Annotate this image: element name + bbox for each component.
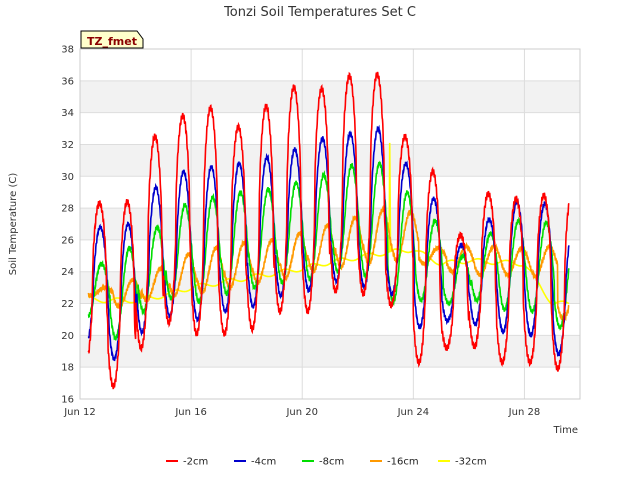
- y-tick-label: 36: [61, 76, 74, 87]
- legend-label: -2cm: [183, 457, 208, 468]
- x-tick-labels: Jun 12 Jun 16 Jun 20 Jun 24 Jun 28: [63, 407, 540, 418]
- plot-band: [80, 49, 580, 81]
- legend-label: -4cm: [251, 457, 276, 468]
- x-tick-label: Jun 16: [174, 407, 207, 418]
- y-tick-label: 32: [61, 140, 74, 151]
- y-tick-label: 18: [61, 363, 74, 374]
- legend: -2cm -4cm -8cm -16cm -32cm: [166, 457, 487, 468]
- station-badge: TZ_fmet: [80, 30, 144, 49]
- badge-label: TZ_fmet: [87, 35, 137, 48]
- y-tick-label: 34: [61, 108, 74, 119]
- legend-label: -8cm: [319, 457, 344, 468]
- y-tick-label: 30: [61, 172, 74, 183]
- legend-label: -16cm: [387, 457, 419, 468]
- y-tick-label: 20: [61, 331, 74, 342]
- y-axis-title: Soil Temperature (C): [8, 173, 19, 276]
- x-axis-title: Time: [553, 425, 578, 436]
- plot-band: [80, 367, 580, 399]
- x-tick-label: Jun 28: [508, 407, 541, 418]
- y-tick-label: 28: [61, 204, 74, 215]
- plot-band: [80, 112, 580, 145]
- y-tick-labels: 16 18 20 22 24 26 28 30 32 34 36 38: [61, 45, 74, 406]
- chart-title: Tonzi Soil Temperatures Set C: [223, 5, 416, 20]
- series-lines: [87, 71, 570, 390]
- series-line-minus-2cm: [87, 71, 570, 390]
- badge-box: [80, 30, 144, 49]
- y-tick-label: 24: [61, 267, 74, 278]
- plot-frame: [79, 48, 581, 400]
- legend-label: -32cm: [455, 457, 487, 468]
- y-tick-label: 26: [61, 235, 74, 246]
- plot-band: [80, 80, 580, 113]
- x-tick-label: Jun 24: [397, 407, 430, 418]
- x-tick-label: Jun 12: [63, 407, 96, 418]
- y-tick-label: 22: [61, 299, 74, 310]
- y-tick-label: 38: [61, 45, 74, 56]
- plot-band: [80, 144, 580, 177]
- y-tick-label: 16: [61, 395, 74, 406]
- plot-band: [80, 335, 580, 368]
- x-tick-label: Jun 20: [285, 407, 318, 418]
